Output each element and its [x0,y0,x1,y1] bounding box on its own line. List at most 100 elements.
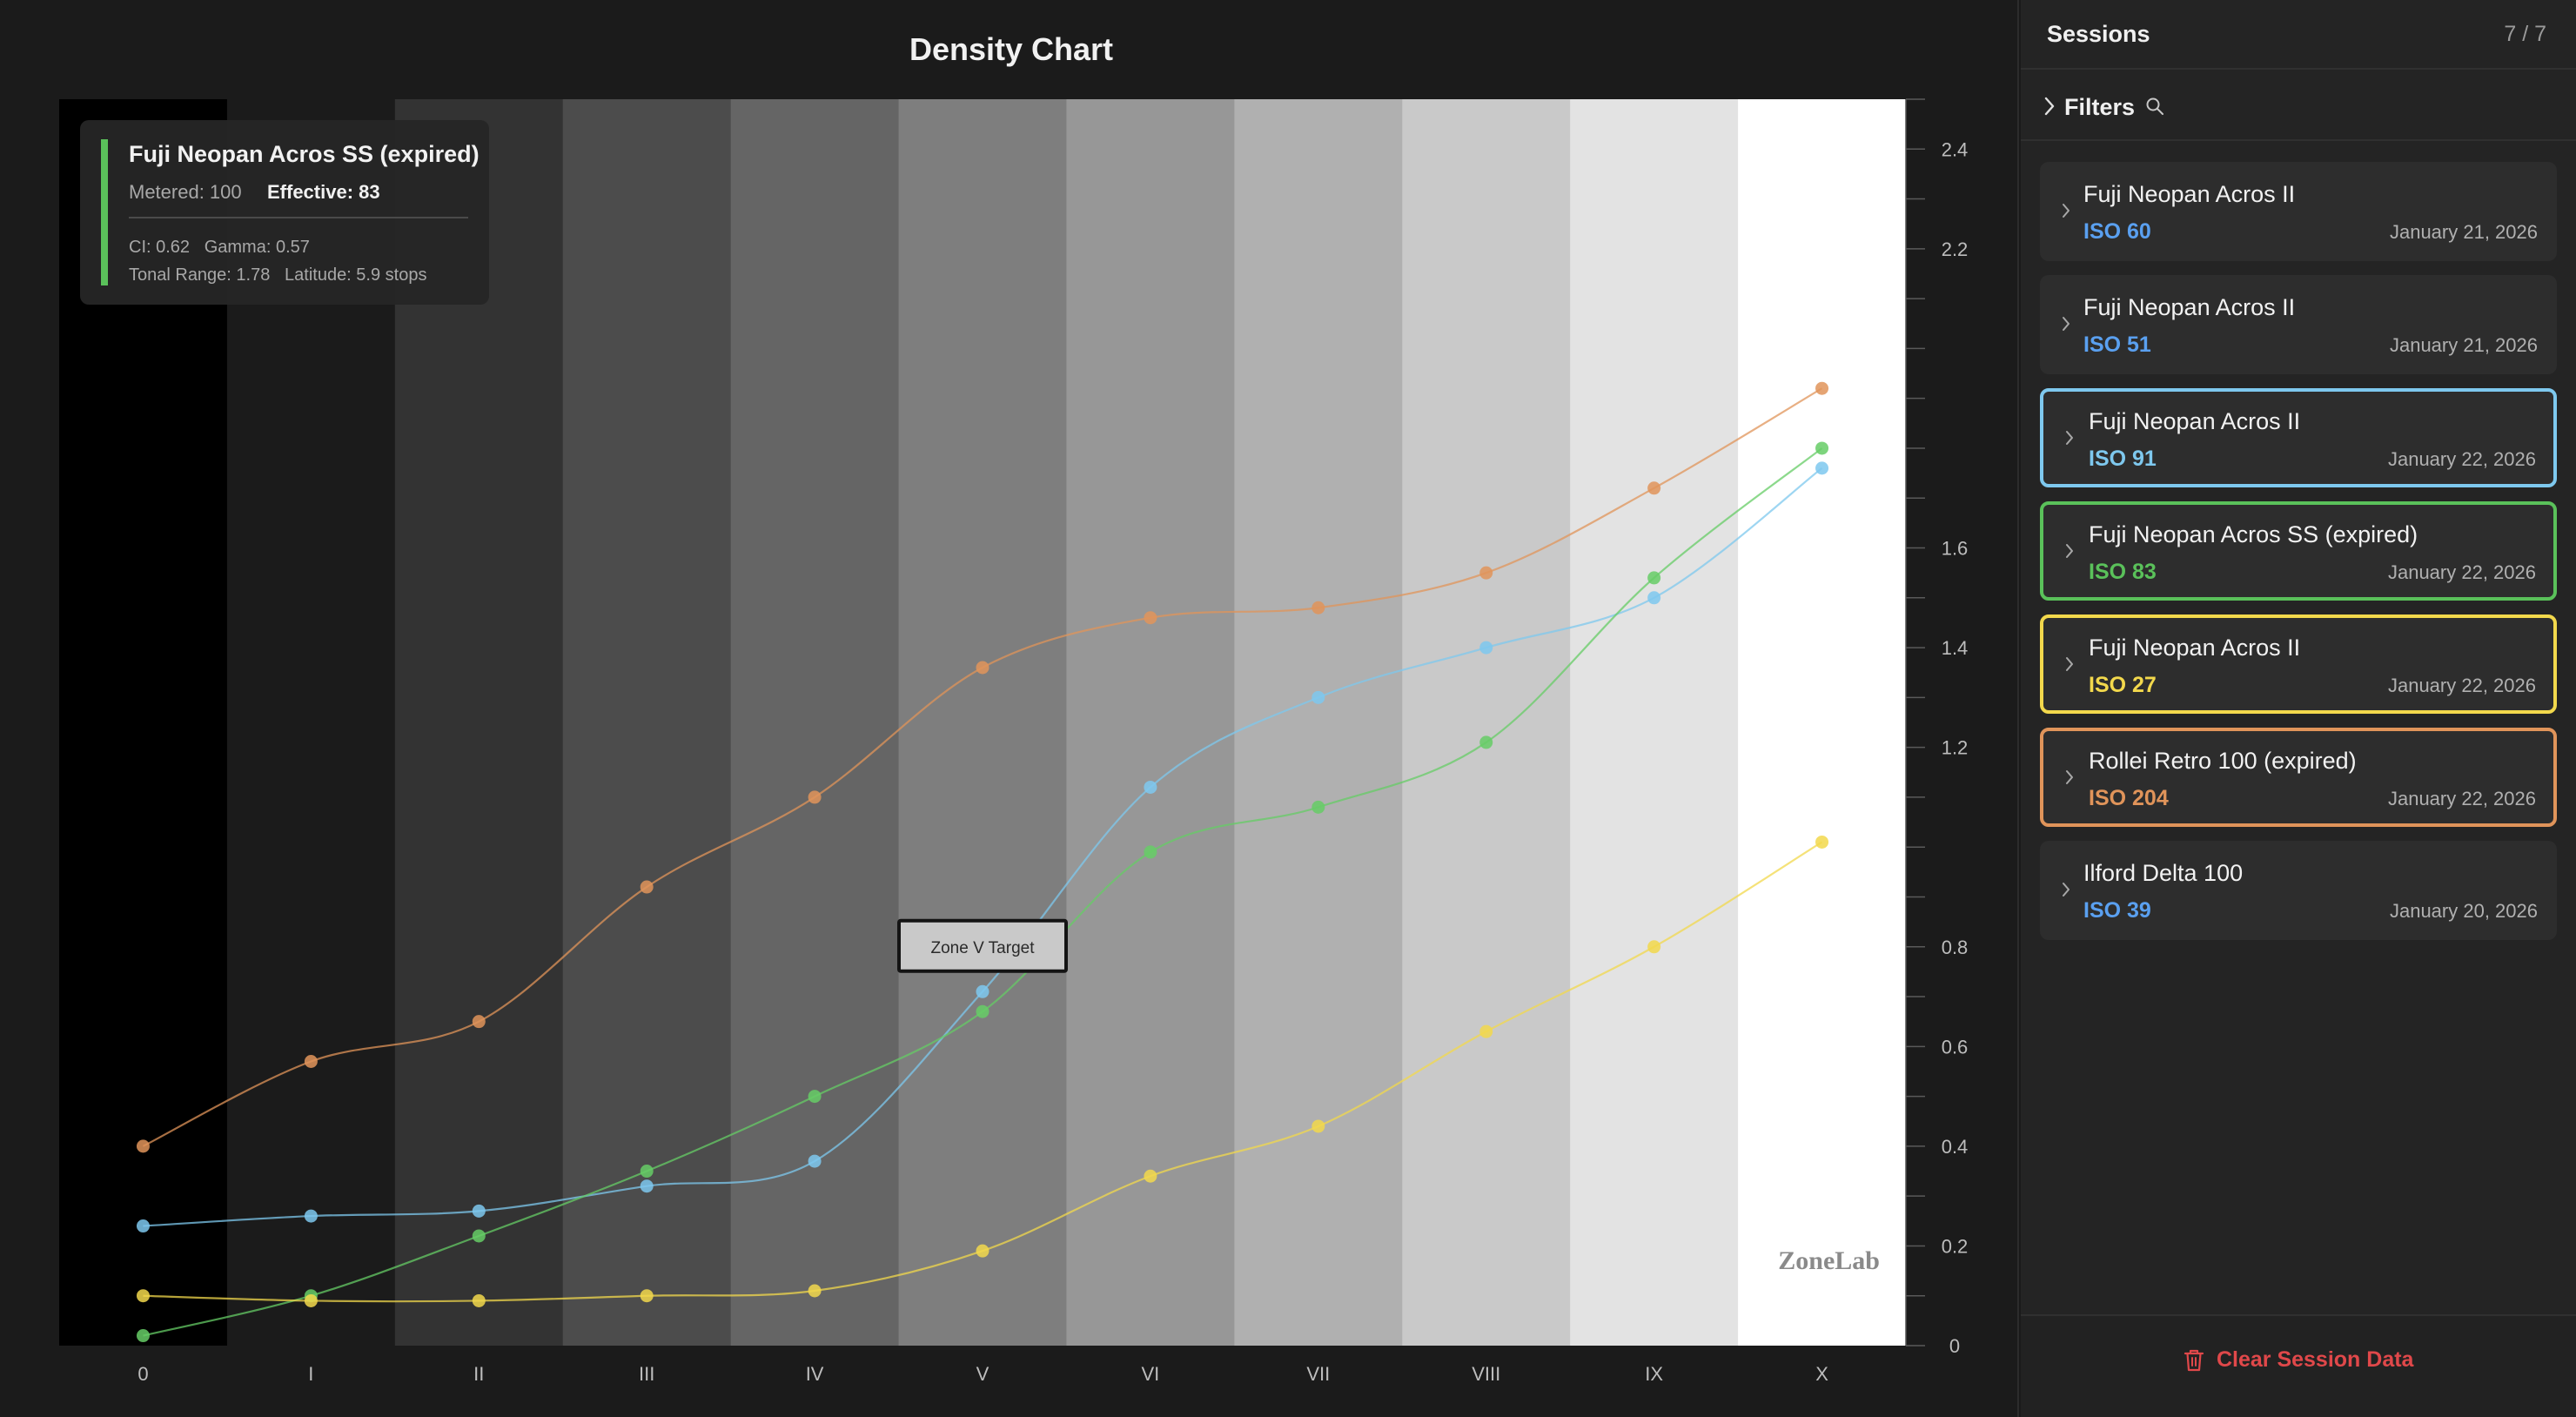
data-point [304,1055,318,1069]
series-line [143,447,1823,1337]
zone-band [1402,99,1571,1346]
data-point [808,790,822,804]
zone-v-target-label: Zone V Target [930,939,1035,957]
chevron-right-icon [2063,317,2070,331]
zone-band [226,99,396,1346]
data-point [136,1139,150,1153]
y-tick-label: 0.6 [1942,1036,1969,1058]
session-card[interactable]: Rollei Retro 100 (expired) ISO 204 January… [2040,728,2557,827]
search-icon [2146,97,2163,115]
session-card[interactable]: Fuji Neopan Acros II ISO 51 January 21, 20… [2040,275,2557,374]
data-point [976,1004,989,1018]
tooltip-effective: Effective: 83 [267,181,380,203]
zone-band [59,99,228,1346]
data-point [1815,835,1829,849]
clear-session-data-button[interactable]: Clear Session Data [2021,1347,2576,1386]
x-tick-label: X [1815,1363,1828,1385]
session-name: Fuji Neopan Acros SS (expired) [2089,521,2418,547]
y-tick-label: 1.6 [1942,538,1969,560]
filters-toggle[interactable]: Filters [2021,71,2576,141]
data-point [976,984,989,998]
zone-band [1570,99,1739,1346]
chart-panel: Density Chart 0 0.2 0.4 0.6 0.8 1.2 1.4 1.6 2.2 2… [59,0,2019,1417]
series-line [143,467,1823,1227]
data-point [1479,1024,1493,1038]
data-point [1647,591,1661,605]
session-card[interactable]: Ilford Delta 100 ISO 39 January 20, 2026 [2040,841,2557,940]
session-iso: ISO 39 [2083,898,2151,923]
session-tooltip: Fuji Neopan Acros SS (expired) Metered: 1… [80,120,489,305]
zone-band [1234,99,1403,1346]
data-point [640,1289,654,1303]
session-date: January 21, 2026 [2389,221,2538,243]
clear-session-data-label: Clear Session Data [2216,1347,2414,1372]
chevron-right-icon [2066,544,2073,558]
x-tick-label: I [308,1363,313,1385]
data-point [472,1293,486,1307]
session-iso: ISO 204 [2089,786,2169,810]
x-tick-label: IX [1645,1363,1663,1385]
session-list: Fuji Neopan Acros II ISO 60 January 21, 20… [2040,162,2557,954]
session-name: Ilford Delta 100 [2083,860,2244,886]
data-point [136,1289,150,1303]
data-point [304,1293,318,1307]
session-date: January 22, 2026 [2387,561,2536,583]
data-point [1647,571,1661,585]
session-name: Fuji Neopan Acros II [2083,181,2296,207]
session-date: January 20, 2026 [2389,900,2538,922]
data-point [304,1209,318,1223]
session-name: Rollei Retro 100 (expired) [2089,748,2357,774]
data-point [1815,381,1829,395]
tooltip-title: Fuji Neopan Acros SS (expired) [129,141,480,167]
sidebar-footer: Clear Session Data [2021,1314,2576,1417]
filters-label: Filters [2064,94,2136,120]
session-date: January 22, 2026 [2387,788,2536,809]
session-date: January 21, 2026 [2389,334,2538,356]
data-point [1479,735,1493,749]
data-point [472,1015,486,1029]
data-point [1815,441,1829,455]
zone-band [562,99,732,1346]
data-point [1144,611,1157,625]
density-chart: 00.20.40.60.81.21.41.62.22.40 I II III IV V VI… [59,98,1969,1385]
session-name: Fuji Neopan Acros II [2083,294,2296,320]
tooltip-accent-bar [101,139,108,285]
data-point [1311,690,1325,704]
y-tick-label: 1.2 [1942,737,1969,759]
data-point [136,1329,150,1343]
y-tick-label: 0.2 [1942,1235,1969,1257]
session-date: January 22, 2026 [2387,448,2536,470]
tooltip-background [80,120,489,305]
chevron-right-icon [2063,883,2070,897]
data-point [1647,481,1661,495]
chevron-right-icon [2044,97,2055,116]
series-line [143,841,1823,1303]
data-point [640,1179,654,1193]
data-point [1144,780,1157,794]
data-point [808,1284,822,1298]
session-count: 7 / 7 [2504,22,2546,46]
x-tick-label: 0 [138,1363,148,1385]
zone-band [1066,99,1235,1346]
x-tick-label: VII [1306,1363,1330,1385]
session-card[interactable]: Fuji Neopan Acros II ISO 91 January 22, 20… [2040,388,2557,487]
tooltip-ci-gamma: CI: 0.62 Gamma: 0.57 [129,238,310,257]
data-point [808,1090,822,1104]
data-point [136,1219,150,1233]
x-tick-label: VI [1142,1363,1160,1385]
chevron-right-icon [2063,204,2070,218]
data-point [1311,1119,1325,1133]
session-card[interactable]: Fuji Neopan Acros II ISO 60 January 21, 20… [2040,162,2557,261]
session-iso: ISO 91 [2089,447,2157,471]
session-card[interactable]: Fuji Neopan Acros II ISO 27 January 22, 20… [2040,614,2557,714]
data-point [808,1154,822,1168]
chevron-right-icon [2066,657,2073,671]
data-point [1815,461,1829,475]
y-tick-label: 1.4 [1942,637,1969,659]
data-point [1311,601,1325,614]
session-name: Fuji Neopan Acros II [2089,635,2301,661]
x-tick-label: IV [806,1363,824,1385]
y-tick-label: 2.2 [1942,238,1969,260]
session-card[interactable]: Fuji Neopan Acros SS (expired) ISO 83 Janu… [2040,501,2557,601]
